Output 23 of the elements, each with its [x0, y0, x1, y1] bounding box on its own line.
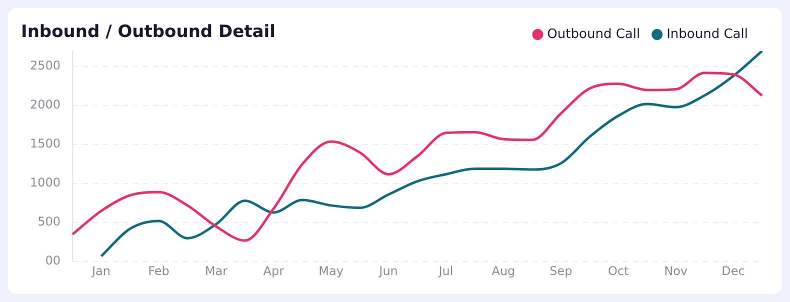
y-tick-label: 00: [45, 254, 61, 268]
x-tick-label: Feb: [148, 264, 170, 278]
y-tick-label: 2500: [30, 58, 61, 73]
x-tick-label: Nov: [664, 264, 688, 278]
legend-label: Inbound Call: [666, 26, 748, 42]
chart-title: Inbound / Outbound Detail: [21, 22, 276, 42]
x-tick-label: Aug: [492, 264, 516, 278]
x-tick-label: Oct: [608, 264, 630, 278]
x-tick-label: Dec: [722, 264, 745, 278]
x-tick-label: Jul: [438, 264, 454, 278]
line-series: [71, 72, 764, 242]
x-tick-label: Sep: [550, 264, 572, 278]
y-tick-label: 2000: [30, 98, 61, 112]
legend-label: Outbound Call: [547, 26, 640, 42]
y-tick-label: 1000: [30, 176, 61, 190]
y-tick-label: 500: [38, 214, 61, 229]
x-tick-label: May: [318, 264, 344, 278]
y-tick-label: 1500: [30, 136, 61, 151]
x-tick-label: Apr: [263, 264, 284, 278]
x-tick-label: Jan: [91, 264, 111, 278]
x-tick-label: Jun: [378, 264, 398, 278]
x-tick-label: Mar: [204, 264, 228, 278]
line-series: [100, 51, 764, 258]
